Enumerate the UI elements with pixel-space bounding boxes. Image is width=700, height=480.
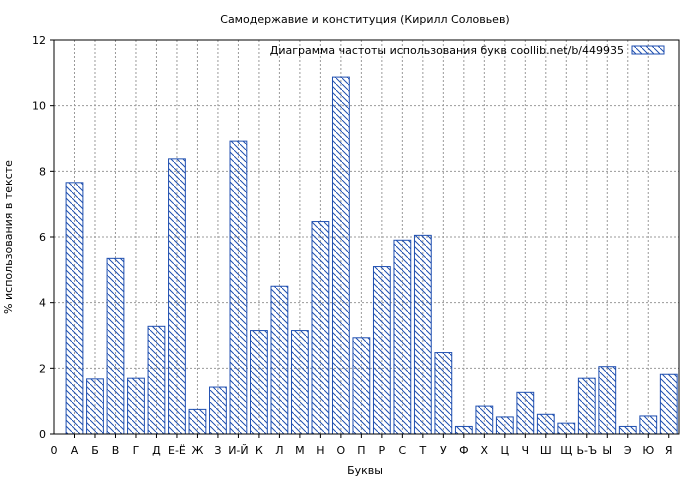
x-tick-label: Г: [133, 444, 140, 457]
bar: [331, 76, 350, 435]
bar: [475, 405, 494, 435]
y-tick-label: 10: [32, 100, 46, 113]
x-tick-label: С: [399, 444, 407, 457]
x-tick-label: Ч: [522, 444, 530, 457]
x-tick-label: Ь-Ъ: [576, 444, 597, 457]
bar: [393, 239, 412, 435]
x-tick-label: Ю: [642, 444, 654, 457]
x-tick-label-origin: 0: [51, 444, 58, 457]
bar: [536, 413, 555, 435]
bar: [639, 415, 658, 435]
x-tick-label: Д: [152, 444, 161, 457]
bar: [147, 325, 166, 435]
x-tick-label: Ы: [602, 444, 612, 457]
bar: [618, 425, 637, 435]
x-tick-label: Щ: [560, 444, 572, 457]
x-axis-ticks: 0 А Б В Г Д Е-Ё Ж З И-Й К Л М Н О П Р С Т У Ф Х Ц Ч Ш Щ Ь-Ъ Ы Э Ю Я: [51, 434, 673, 457]
bar: [454, 425, 473, 435]
y-tick-label: 6: [39, 231, 46, 244]
legend-swatch: [631, 45, 665, 55]
y-tick-label: 12: [32, 34, 46, 47]
x-tick-label: У: [440, 444, 447, 457]
x-tick-label: А: [71, 444, 79, 457]
y-axis-label: % использования в тексте: [2, 160, 15, 314]
x-tick-label: Н: [316, 444, 324, 457]
legend-label: Диаграмма частоты использования букв coo…: [270, 44, 624, 57]
bar: [598, 366, 617, 435]
y-axis-ticks: 0 2 4 6 8 10 12: [32, 34, 54, 441]
x-tick-label: Т: [418, 444, 426, 457]
bar: [229, 140, 248, 435]
x-tick-label: Е-Ё: [168, 444, 186, 457]
bar: [86, 378, 104, 435]
bar: [65, 182, 84, 435]
x-tick-label: Л: [275, 444, 283, 457]
x-tick-label: Б: [91, 444, 99, 457]
x-tick-label: В: [112, 444, 120, 457]
bar: [352, 337, 371, 435]
bar: [311, 221, 330, 435]
bar: [106, 257, 125, 435]
x-tick-label: Ш: [540, 444, 552, 457]
bar: [659, 373, 678, 435]
bar: [557, 422, 576, 435]
bar: [291, 330, 309, 435]
x-tick-label: М: [295, 444, 305, 457]
bar: [516, 391, 535, 435]
bar: [577, 377, 596, 435]
bars-group: [65, 76, 678, 435]
y-tick-label: 8: [39, 165, 46, 178]
chart-title: Самодержавие и конституция (Кирилл Солов…: [220, 13, 509, 26]
bar: [270, 285, 289, 435]
x-tick-label: И-Й: [228, 444, 248, 457]
x-tick-label: Э: [624, 444, 632, 457]
bar: [127, 377, 145, 435]
x-tick-label: Р: [379, 444, 386, 457]
x-tick-label: Ц: [501, 444, 510, 457]
y-tick-label: 4: [39, 297, 46, 310]
bar: [188, 408, 207, 435]
bar: [168, 158, 186, 435]
y-tick-label: 2: [39, 362, 46, 375]
bar: [413, 234, 432, 435]
x-tick-label: О: [337, 444, 346, 457]
x-tick-label: З: [214, 444, 221, 457]
x-tick-label: П: [357, 444, 365, 457]
y-tick-label: 0: [39, 428, 46, 441]
x-axis-label: Буквы: [347, 464, 383, 477]
x-tick-label: Ж: [192, 444, 204, 457]
bar: [209, 386, 227, 435]
x-tick-label: К: [255, 444, 263, 457]
x-tick-label: Х: [481, 444, 489, 457]
legend: Диаграмма частоты использования букв coo…: [270, 44, 665, 57]
x-tick-label: Я: [665, 444, 673, 457]
bar: [434, 352, 453, 435]
bar: [495, 416, 514, 435]
bar: [372, 266, 391, 435]
bar: [250, 330, 268, 435]
x-tick-label: Ф: [459, 444, 468, 457]
